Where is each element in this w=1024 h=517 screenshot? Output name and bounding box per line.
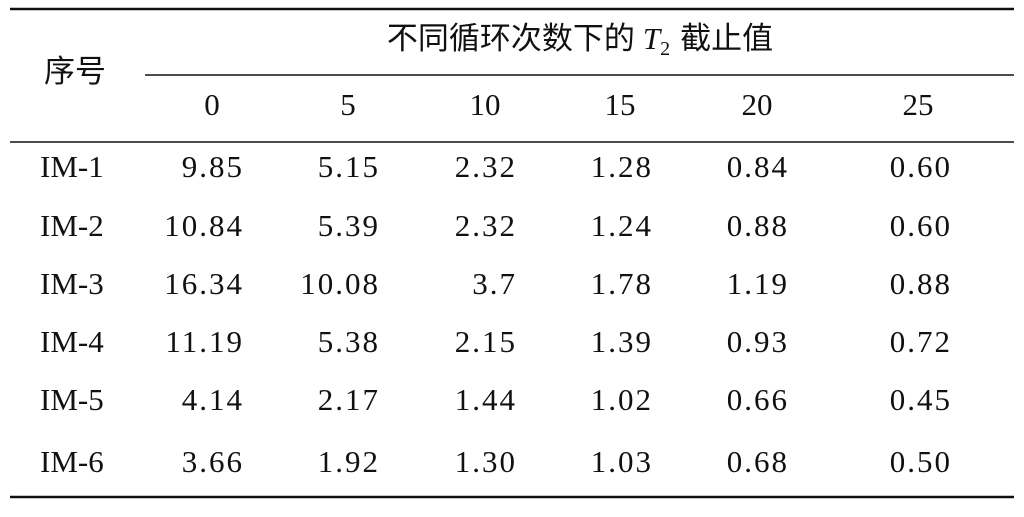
row-label: IM-2 xyxy=(40,208,104,243)
column-header: 15 xyxy=(605,87,636,122)
cell: 1.78 xyxy=(591,266,653,301)
cell: 0.84 xyxy=(727,149,789,184)
cell: 0.93 xyxy=(727,324,789,359)
group-title-suffix: 截止值 xyxy=(680,21,773,56)
cell: 2.32 xyxy=(455,149,517,184)
cell: 1.44 xyxy=(455,382,517,417)
column-header: 0 xyxy=(204,87,220,122)
column-header: 5 xyxy=(340,87,356,122)
cell: 5.15 xyxy=(318,149,380,184)
cell: 3.7 xyxy=(472,266,517,301)
cell: 1.92 xyxy=(318,444,380,479)
row-label: IM-4 xyxy=(40,324,104,359)
cell: 11.19 xyxy=(165,324,244,359)
cell: 10.08 xyxy=(300,266,380,301)
group-title-prefix: 不同循环次数下的 xyxy=(387,21,635,56)
cell: 9.85 xyxy=(182,149,244,184)
column-header: 25 xyxy=(903,87,934,122)
cell: 0.66 xyxy=(727,382,789,417)
cell: 0.45 xyxy=(890,382,952,417)
row-label-header: 序号 xyxy=(44,54,106,89)
cell: 1.30 xyxy=(455,444,517,479)
cell: 10.84 xyxy=(164,208,244,243)
cell: 1.02 xyxy=(591,382,653,417)
group-title-symbol: T xyxy=(643,21,663,56)
cell: 2.32 xyxy=(455,208,517,243)
cell: 1.19 xyxy=(727,266,789,301)
column-header: 10 xyxy=(470,87,501,122)
cell: 1.39 xyxy=(591,324,653,359)
row-label: IM-1 xyxy=(40,149,104,184)
cell: 5.38 xyxy=(318,324,380,359)
cell: 1.24 xyxy=(591,208,653,243)
row-label: IM-6 xyxy=(40,444,104,479)
cell: 2.15 xyxy=(455,324,517,359)
cell: 0.68 xyxy=(727,444,789,479)
group-title-subscript: 2 xyxy=(660,38,670,60)
row-label: IM-3 xyxy=(40,266,104,301)
cell: 0.50 xyxy=(890,444,952,479)
cell: 2.17 xyxy=(318,382,380,417)
cell: 0.60 xyxy=(890,149,952,184)
column-header: 20 xyxy=(742,87,773,122)
cell: 1.03 xyxy=(591,444,653,479)
cell: 4.14 xyxy=(182,382,244,417)
cell: 0.88 xyxy=(890,266,952,301)
cell: 1.28 xyxy=(591,149,653,184)
cell: 5.39 xyxy=(318,208,380,243)
cell: 0.72 xyxy=(890,324,952,359)
cell: 0.60 xyxy=(890,208,952,243)
cell: 3.66 xyxy=(182,444,244,479)
cell: 0.88 xyxy=(727,208,789,243)
row-label: IM-5 xyxy=(40,382,104,417)
group-title: 不同循环次数下的 T2 截止值 xyxy=(387,21,773,59)
cell: 16.34 xyxy=(164,266,244,301)
